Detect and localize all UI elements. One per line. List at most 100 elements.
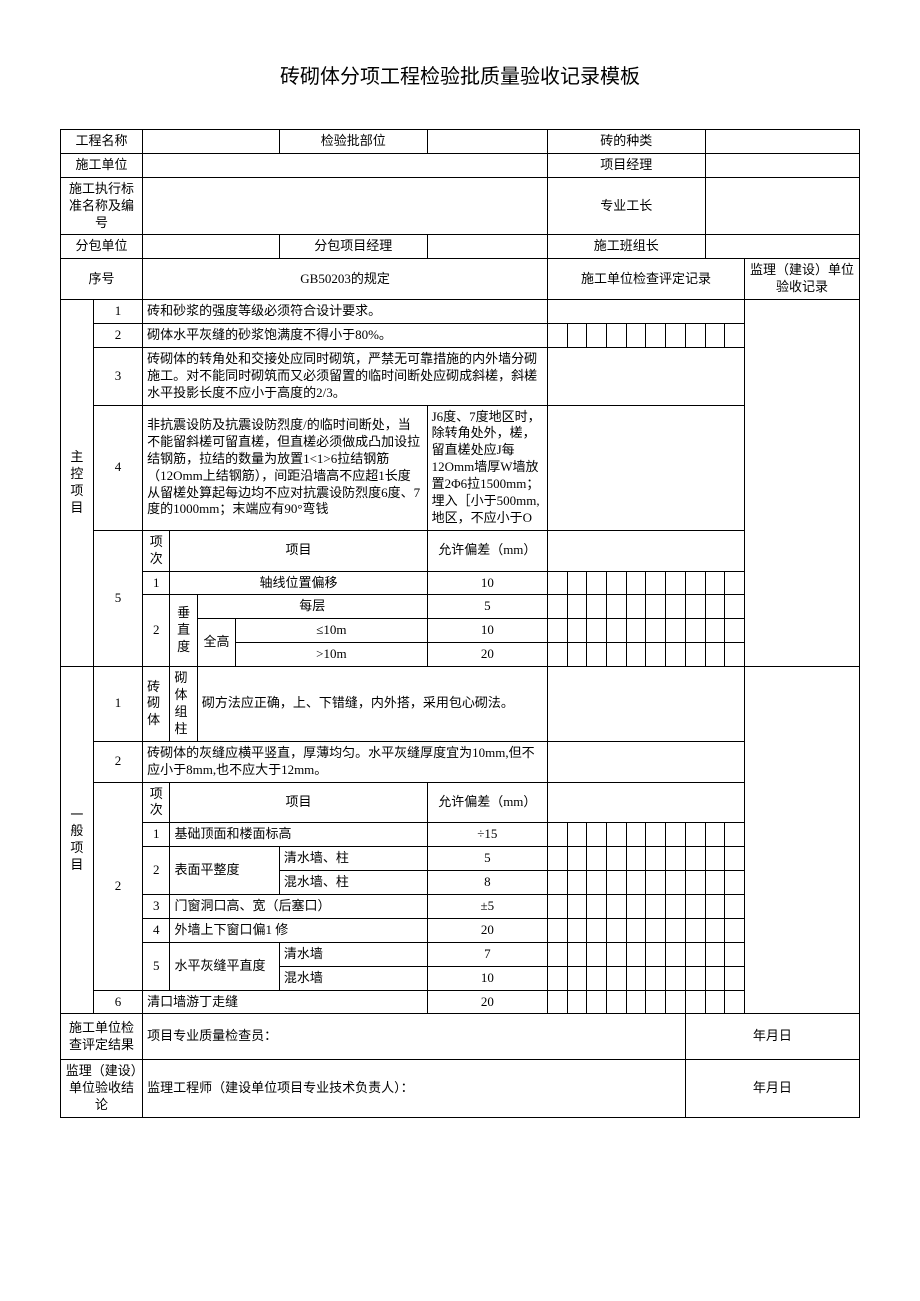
field-project-manager[interactable] — [705, 153, 859, 177]
cell[interactable] — [705, 324, 725, 348]
cell[interactable] — [607, 918, 627, 942]
cell[interactable] — [685, 966, 705, 990]
cell[interactable] — [626, 942, 646, 966]
cell[interactable] — [705, 643, 725, 667]
cell[interactable] — [725, 894, 745, 918]
cell[interactable] — [567, 643, 587, 667]
cell[interactable] — [567, 619, 587, 643]
cell[interactable] — [666, 823, 686, 847]
cell[interactable] — [685, 823, 705, 847]
cell[interactable] — [646, 990, 666, 1014]
cell[interactable] — [646, 595, 666, 619]
cell[interactable] — [626, 823, 646, 847]
field-construction-team[interactable] — [705, 235, 859, 259]
main-check-5h[interactable] — [548, 530, 745, 571]
gen-check-1[interactable] — [548, 667, 745, 742]
cell[interactable] — [607, 595, 627, 619]
cell[interactable] — [587, 918, 607, 942]
cell[interactable] — [587, 871, 607, 895]
cell[interactable] — [607, 643, 627, 667]
cell[interactable] — [607, 619, 627, 643]
cell[interactable] — [587, 823, 607, 847]
gen-check-h[interactable] — [548, 782, 745, 823]
cell[interactable] — [626, 918, 646, 942]
cell[interactable] — [666, 918, 686, 942]
cell[interactable] — [587, 571, 607, 595]
cell[interactable] — [587, 966, 607, 990]
cell[interactable] — [685, 847, 705, 871]
cell[interactable] — [666, 643, 686, 667]
cell[interactable] — [685, 990, 705, 1014]
cell[interactable] — [548, 571, 568, 595]
field-brick-type[interactable] — [705, 130, 859, 154]
cell[interactable] — [548, 847, 568, 871]
cell[interactable] — [666, 847, 686, 871]
cell[interactable] — [607, 990, 627, 1014]
cell[interactable] — [666, 324, 686, 348]
cell[interactable] — [607, 966, 627, 990]
cell[interactable] — [685, 871, 705, 895]
cell[interactable] — [666, 571, 686, 595]
cell[interactable] — [587, 324, 607, 348]
main-check-3[interactable] — [548, 347, 745, 405]
field-standard-name[interactable] — [143, 177, 548, 235]
gen-check-2[interactable] — [548, 741, 745, 782]
cell[interactable] — [685, 324, 705, 348]
cell[interactable] — [607, 823, 627, 847]
cell[interactable] — [666, 619, 686, 643]
cell[interactable] — [607, 324, 627, 348]
cell[interactable] — [705, 847, 725, 871]
gen-supervision[interactable] — [744, 667, 859, 1014]
cell[interactable] — [548, 823, 568, 847]
cell[interactable] — [725, 571, 745, 595]
cell[interactable] — [705, 918, 725, 942]
cell[interactable] — [567, 571, 587, 595]
cell[interactable] — [567, 324, 587, 348]
cell[interactable] — [725, 619, 745, 643]
cell[interactable] — [725, 595, 745, 619]
cell[interactable] — [666, 595, 686, 619]
cell[interactable] — [685, 619, 705, 643]
cell[interactable] — [626, 966, 646, 990]
cell[interactable] — [646, 571, 666, 595]
cell[interactable] — [567, 871, 587, 895]
cell[interactable] — [567, 894, 587, 918]
cell[interactable] — [705, 942, 725, 966]
cell[interactable] — [705, 871, 725, 895]
cell[interactable] — [666, 871, 686, 895]
cell[interactable] — [548, 894, 568, 918]
cell[interactable] — [626, 894, 646, 918]
cell[interactable] — [567, 990, 587, 1014]
cell[interactable] — [548, 918, 568, 942]
cell[interactable] — [705, 990, 725, 1014]
cell[interactable] — [646, 847, 666, 871]
cell[interactable] — [548, 324, 568, 348]
cell[interactable] — [685, 918, 705, 942]
cell[interactable] — [646, 918, 666, 942]
cell[interactable] — [607, 571, 627, 595]
cell[interactable] — [567, 595, 587, 619]
field-batch-part[interactable] — [427, 130, 547, 154]
cell[interactable] — [587, 990, 607, 1014]
cell[interactable] — [666, 990, 686, 1014]
cell[interactable] — [685, 894, 705, 918]
cell[interactable] — [626, 871, 646, 895]
cell[interactable] — [626, 571, 646, 595]
cell[interactable] — [587, 847, 607, 871]
cell[interactable] — [646, 942, 666, 966]
cell[interactable] — [705, 966, 725, 990]
cell[interactable] — [567, 847, 587, 871]
cell[interactable] — [725, 847, 745, 871]
cell[interactable] — [587, 894, 607, 918]
cell[interactable] — [607, 942, 627, 966]
cell[interactable] — [646, 871, 666, 895]
cell[interactable] — [548, 595, 568, 619]
cell[interactable] — [705, 619, 725, 643]
cell[interactable] — [607, 871, 627, 895]
cell[interactable] — [685, 643, 705, 667]
cell[interactable] — [626, 595, 646, 619]
cell[interactable] — [646, 643, 666, 667]
cell[interactable] — [548, 942, 568, 966]
cell[interactable] — [626, 990, 646, 1014]
cell[interactable] — [587, 595, 607, 619]
